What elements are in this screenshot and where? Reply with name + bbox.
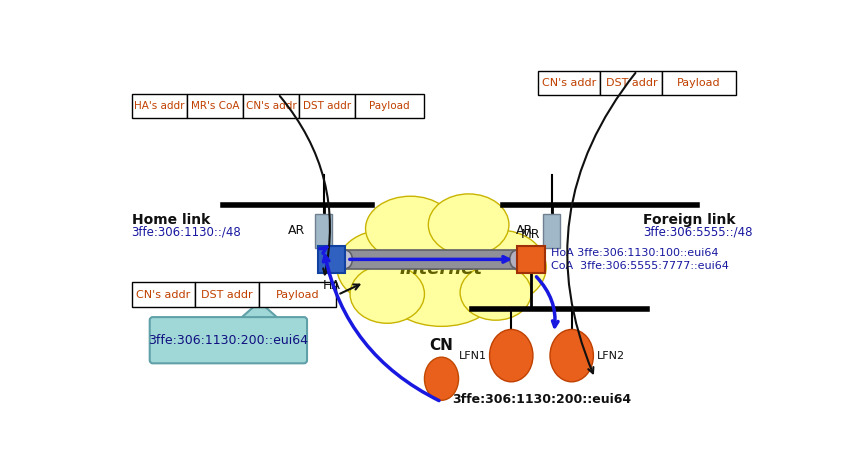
Text: AR: AR xyxy=(288,225,305,237)
FancyBboxPatch shape xyxy=(243,94,299,118)
Text: HA: HA xyxy=(322,279,340,292)
FancyBboxPatch shape xyxy=(315,214,333,248)
FancyBboxPatch shape xyxy=(318,246,346,273)
Text: Payload: Payload xyxy=(275,290,320,300)
FancyBboxPatch shape xyxy=(662,71,736,95)
Text: HA's addr: HA's addr xyxy=(134,101,184,111)
Text: LFN1: LFN1 xyxy=(458,351,487,361)
FancyBboxPatch shape xyxy=(132,283,195,307)
Ellipse shape xyxy=(350,265,424,323)
FancyBboxPatch shape xyxy=(355,94,424,118)
Text: CN: CN xyxy=(430,337,454,353)
Text: Internet: Internet xyxy=(400,260,483,278)
Ellipse shape xyxy=(453,230,546,304)
Text: 3ffe:306:5555::/48: 3ffe:306:5555::/48 xyxy=(643,225,753,238)
FancyBboxPatch shape xyxy=(187,94,243,118)
Text: LFN2: LFN2 xyxy=(597,351,624,361)
Text: 3ffe:306:1130:200::eui64: 3ffe:306:1130:200::eui64 xyxy=(452,393,631,406)
Text: CN's addr: CN's addr xyxy=(246,101,296,111)
FancyBboxPatch shape xyxy=(346,250,517,269)
Text: MR: MR xyxy=(520,228,540,241)
Text: 3ffe:306:1130::/48: 3ffe:306:1130::/48 xyxy=(132,225,242,238)
Text: Foreign link: Foreign link xyxy=(643,213,735,227)
Ellipse shape xyxy=(460,265,532,320)
Ellipse shape xyxy=(510,250,524,269)
Text: AR: AR xyxy=(515,225,533,237)
Ellipse shape xyxy=(368,213,515,313)
Text: Payload: Payload xyxy=(369,101,410,111)
FancyBboxPatch shape xyxy=(195,283,259,307)
Text: Home link: Home link xyxy=(132,213,210,227)
Text: DST addr: DST addr xyxy=(605,78,657,88)
Ellipse shape xyxy=(489,330,533,382)
Text: CN's addr: CN's addr xyxy=(136,290,191,300)
Ellipse shape xyxy=(339,250,352,269)
Ellipse shape xyxy=(387,262,495,326)
Polygon shape xyxy=(238,301,281,320)
Text: CN's addr: CN's addr xyxy=(542,78,597,88)
Text: Payload: Payload xyxy=(677,78,721,88)
Text: DST addr: DST addr xyxy=(201,290,253,300)
FancyBboxPatch shape xyxy=(299,94,355,118)
Ellipse shape xyxy=(424,357,459,400)
Text: CoA  3ffe:306:5555:7777::eui64: CoA 3ffe:306:5555:7777::eui64 xyxy=(551,260,728,271)
FancyBboxPatch shape xyxy=(150,317,307,363)
Text: DST addr: DST addr xyxy=(303,101,351,111)
FancyBboxPatch shape xyxy=(259,283,336,307)
FancyBboxPatch shape xyxy=(539,71,600,95)
Ellipse shape xyxy=(550,330,593,382)
FancyBboxPatch shape xyxy=(543,214,560,248)
Text: 3ffe:306:1130:200::eui64: 3ffe:306:1130:200::eui64 xyxy=(148,334,308,347)
Ellipse shape xyxy=(337,230,430,304)
FancyBboxPatch shape xyxy=(132,94,187,118)
Text: HoA 3ffe:306:1130:100::eui64: HoA 3ffe:306:1130:100::eui64 xyxy=(551,248,718,258)
FancyBboxPatch shape xyxy=(517,246,545,273)
Ellipse shape xyxy=(365,196,456,261)
FancyBboxPatch shape xyxy=(600,71,662,95)
Ellipse shape xyxy=(429,194,509,255)
Text: MR's CoA: MR's CoA xyxy=(191,101,240,111)
